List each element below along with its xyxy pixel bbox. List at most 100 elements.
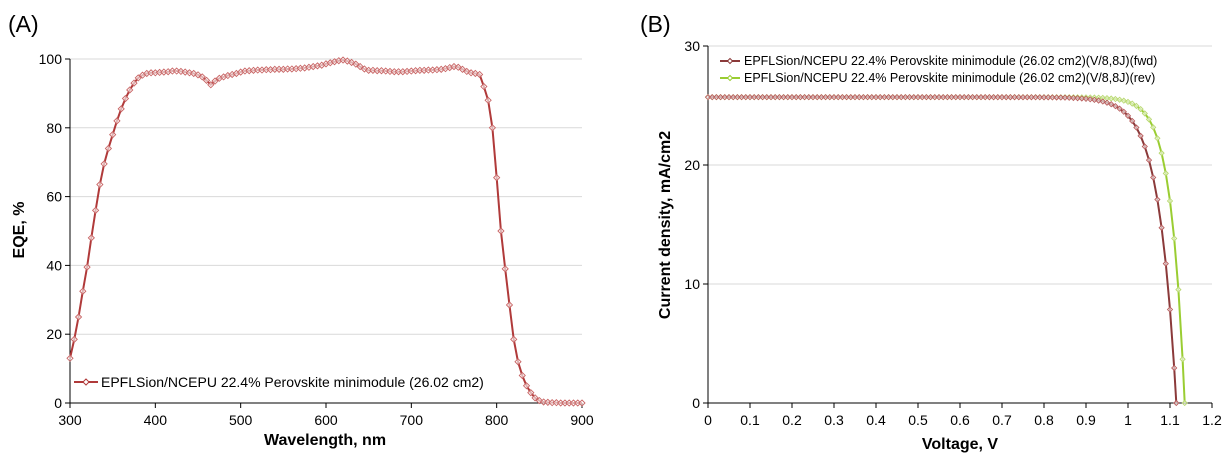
jv-fwd-point	[969, 94, 976, 101]
eqe-series-point	[522, 382, 531, 390]
eqe-series-point	[100, 160, 108, 168]
eqe-series-point	[518, 371, 526, 380]
jv-fwd-point	[839, 94, 846, 101]
jv-rev-point	[1158, 149, 1165, 157]
jv-fwd-point	[1150, 174, 1157, 181]
eqe-series-point	[505, 301, 514, 309]
eqe-series-point	[104, 144, 113, 153]
jv-fwd-point	[1066, 94, 1073, 101]
jv-fwd-point	[1173, 399, 1180, 407]
jv-fwd-point	[1108, 101, 1115, 108]
eqe-series-point	[96, 180, 104, 189]
jv-rev-point	[1145, 116, 1153, 123]
eqe-series-point	[510, 335, 518, 343]
jv-fwd-point	[944, 94, 951, 101]
eqe-series-point	[488, 124, 497, 132]
jv-rev-point	[1124, 98, 1132, 106]
jv-fwd-point	[1007, 94, 1014, 101]
y-tick-label: 0	[54, 395, 62, 411]
jv-fwd-point	[1024, 94, 1031, 101]
jv-fwd-point	[704, 94, 712, 101]
jv-fwd-point	[977, 94, 985, 101]
jv-fwd-point	[1015, 94, 1022, 101]
jv-fwd-point	[923, 94, 930, 101]
jv-fwd-point	[1011, 94, 1018, 101]
eqe-series-point	[113, 117, 121, 125]
jv-chart: (B) 0 0.1 0.2 0.3 0.4 0.5 0.6 0.7 0.8 0.9 1 1.1 1.2 …	[640, 11, 1222, 453]
eqe-series-point	[83, 263, 91, 271]
jv-fwd-point	[780, 94, 787, 101]
y-tick-label: 40	[46, 257, 62, 273]
jv-gridlines	[708, 45, 1212, 285]
jv-rev-point	[1179, 356, 1186, 363]
jv-fwd-point	[776, 94, 783, 101]
eqe-series-point	[207, 81, 215, 89]
jv-fwd-point	[1019, 94, 1027, 101]
jv-series	[704, 94, 1188, 407]
jv-fwd-point	[797, 94, 804, 101]
jv-fwd-point	[1057, 94, 1064, 101]
eqe-series-point	[497, 227, 505, 235]
eqe-series-point	[501, 265, 509, 273]
jv-rev-point	[1108, 95, 1115, 102]
jv-fwd-point	[872, 94, 880, 101]
jv-fwd-point	[910, 94, 917, 101]
jv-fwd-point	[1124, 112, 1132, 119]
eqe-series-point	[74, 313, 83, 321]
panel-label-b: (B)	[640, 11, 671, 37]
jv-rev-point	[1133, 102, 1140, 110]
y-tick-label: 20	[684, 157, 700, 173]
jv-fwd-point	[809, 94, 817, 101]
jv-fwd-point	[755, 94, 762, 101]
jv-rev-point	[1175, 286, 1182, 293]
y-tick-label: 30	[684, 38, 700, 54]
jv-fwd-point	[805, 94, 812, 101]
jv-fwd-point	[965, 94, 972, 101]
x-tick-label: 600	[314, 412, 338, 428]
x-tick-label: 0.9	[1076, 412, 1096, 428]
x-tick-label: 1.1	[1160, 412, 1180, 428]
eqe-series-point	[211, 77, 219, 85]
jv-fwd-point	[784, 94, 791, 101]
jv-fwd-point	[982, 94, 989, 101]
eqe-series-point	[493, 174, 501, 182]
jv-fwd-point	[893, 94, 901, 101]
eqe-series-point	[126, 86, 134, 94]
eqe-axes	[65, 58, 583, 408]
eqe-series-point	[79, 287, 87, 295]
jv-legend-rev-label: EPFLSion/NCEPU 22.4% Perovskite minimodu…	[744, 71, 1155, 85]
jv-fwd-point	[1070, 94, 1077, 102]
jv-fwd-point	[742, 94, 749, 101]
jv-fwd-point	[940, 94, 947, 101]
jv-fwd-point	[801, 94, 808, 101]
jv-fwd-point	[973, 94, 980, 101]
jv-axes	[703, 45, 1213, 408]
jv-fwd-point	[835, 94, 842, 101]
jv-fwd-point	[990, 94, 997, 101]
x-tick-label: 300	[58, 412, 82, 428]
jv-fwd-point	[713, 94, 720, 101]
eqe-series-point	[514, 358, 522, 366]
x-tick-label: 500	[229, 412, 253, 428]
eqe-series-point	[91, 206, 100, 214]
jv-fwd-point	[1162, 260, 1169, 267]
jv-x-ticks: 0 0.1 0.2 0.3 0.4 0.5 0.6 0.7 0.8 0.9 1 1.1 1.2	[704, 412, 1222, 428]
jv-fwd-point	[772, 94, 779, 101]
jv-rev-point	[1150, 124, 1157, 131]
jv-rev-point	[1166, 197, 1174, 205]
eqe-series-point	[117, 105, 125, 113]
jv-fwd-point	[826, 94, 833, 101]
jv-fwd-point	[914, 94, 922, 101]
jv-fwd-point	[986, 94, 993, 101]
jv-rev-point	[1137, 105, 1144, 113]
jv-fwd-point	[1040, 94, 1048, 101]
jv-fwd-line	[708, 96, 1178, 404]
jv-fwd-point	[1053, 94, 1060, 101]
jv-fwd-point	[919, 94, 926, 101]
jv-fwd-point	[885, 94, 892, 101]
jv-fwd-point	[1087, 96, 1094, 103]
eqe-series-point	[130, 79, 138, 87]
x-tick-label: 400	[144, 412, 168, 428]
eqe-series-point	[467, 69, 475, 77]
eqe-series-point	[480, 82, 488, 91]
